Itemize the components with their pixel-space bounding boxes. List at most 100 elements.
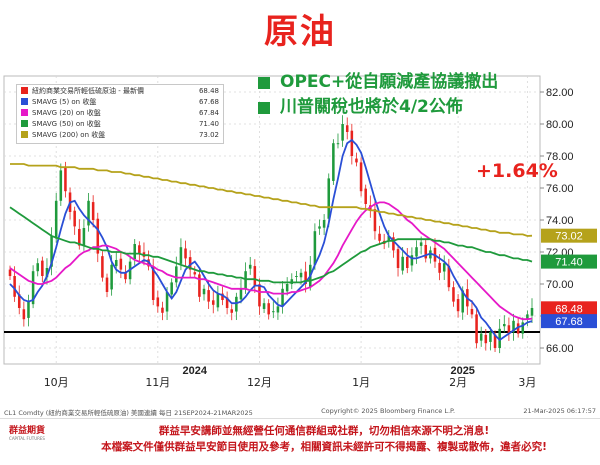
candle-body bbox=[322, 220, 326, 228]
candle-body bbox=[91, 202, 95, 220]
legend-swatch bbox=[21, 120, 28, 127]
candle-body bbox=[101, 256, 104, 278]
candle-body bbox=[170, 282, 173, 295]
legend-label: SMAVG (200) on 收盤 bbox=[32, 130, 106, 139]
candle-body bbox=[151, 266, 155, 300]
candle-body bbox=[31, 271, 35, 305]
candle-body bbox=[175, 266, 178, 283]
candle-body bbox=[461, 290, 464, 313]
candle-body bbox=[512, 320, 515, 333]
candle-body bbox=[295, 276, 298, 277]
candle-body bbox=[211, 300, 215, 305]
candle-body bbox=[373, 209, 377, 232]
legend-swatch bbox=[21, 98, 28, 105]
candle-body bbox=[96, 218, 100, 254]
candle-body bbox=[165, 292, 169, 312]
candle-body bbox=[50, 236, 53, 267]
year-label: 2024 bbox=[183, 365, 208, 377]
last-value-tag bbox=[541, 314, 597, 329]
legend-item: SMAVG (20) on 收盤 67.84 bbox=[17, 107, 223, 118]
legend-swatch bbox=[21, 131, 28, 138]
last-value-tag bbox=[541, 228, 597, 243]
candle-body bbox=[452, 287, 455, 302]
chart-legend: 紐約商業交易所輕低硫原油 - 最新價 68.48 SMAVG (5) on 收盤 6… bbox=[16, 84, 224, 144]
legend-label: SMAVG (5) on 收盤 bbox=[32, 97, 97, 106]
y-tick-label: 66.00 bbox=[546, 343, 574, 355]
candle-body bbox=[479, 333, 483, 341]
candle-body bbox=[239, 288, 243, 300]
legend-label: SMAVG (20) on 收盤 bbox=[32, 108, 101, 117]
candle-body bbox=[124, 272, 127, 280]
change-percent: +1.64% bbox=[476, 160, 558, 182]
legend-value: 67.84 bbox=[198, 108, 219, 117]
candle-body bbox=[521, 322, 525, 334]
candle-body bbox=[507, 325, 511, 334]
disclaimer-bar: 群益期貨 CAPITAL FUTURES 群益早安講師並無經營任何通信群組或社群… bbox=[0, 418, 600, 465]
candle-body bbox=[299, 272, 303, 278]
x-tick-label: 1月 bbox=[352, 376, 370, 389]
candle-body bbox=[262, 303, 266, 309]
candle-body bbox=[341, 124, 344, 141]
candle-body bbox=[276, 306, 280, 313]
candle-body bbox=[253, 266, 257, 286]
legend-item: SMAVG (5) on 收盤 67.68 bbox=[17, 96, 223, 107]
candle-body bbox=[327, 178, 331, 219]
last-value-label: 73.02 bbox=[555, 231, 583, 243]
legend-value: 67.68 bbox=[198, 97, 219, 106]
candle-body bbox=[59, 170, 63, 201]
candle-body bbox=[184, 248, 187, 259]
candle-body bbox=[17, 294, 21, 308]
candle-body bbox=[396, 249, 400, 268]
legend-item: SMAVG (200) on 收盤 73.02 bbox=[17, 129, 223, 140]
candle-body bbox=[332, 143, 335, 181]
candle-body bbox=[359, 162, 363, 192]
candle-body bbox=[27, 301, 30, 318]
chart-footer: CL1 Comdty (紐約商業交易所輕低硫原油) 美國連續 每日 21SEP2… bbox=[4, 407, 596, 417]
bullet-item: OPEC+從自願減產協議撤出 bbox=[258, 70, 498, 95]
candle-body bbox=[272, 311, 275, 313]
ma-line bbox=[9, 201, 533, 321]
candle-body bbox=[54, 200, 58, 239]
candle-body bbox=[470, 308, 474, 315]
candle-body bbox=[285, 284, 289, 292]
legend-label: SMAVG (50) on 收盤 bbox=[32, 119, 101, 128]
candle-body bbox=[105, 277, 109, 292]
candle-body bbox=[489, 332, 492, 342]
y-tick-label: 76.00 bbox=[546, 183, 574, 195]
ma-line bbox=[9, 206, 533, 284]
candle-body bbox=[350, 130, 354, 156]
legend-swatch bbox=[21, 87, 28, 94]
legend-label: 紐約商業交易所輕低硫原油 - 最新價 bbox=[32, 86, 144, 95]
candle-body bbox=[235, 296, 238, 312]
logo-subtext: CAPITAL FUTURES bbox=[9, 436, 45, 441]
ma-line bbox=[9, 138, 533, 342]
last-value-label: 71.40 bbox=[555, 257, 583, 269]
candle-body bbox=[73, 210, 76, 227]
candle-body bbox=[13, 276, 16, 297]
x-tick-label: 12月 bbox=[247, 376, 272, 389]
y-tick-label: 80.00 bbox=[546, 119, 574, 131]
candle-body bbox=[424, 244, 428, 259]
candle-body bbox=[364, 188, 367, 204]
bullet-item: 川普關稅也將於4/2公佈 bbox=[258, 95, 498, 120]
candle-body bbox=[87, 200, 90, 226]
candle-body bbox=[179, 247, 183, 264]
disclaimer-text: 群益早安講師並無經營任何通信群組或社群，切勿相信來源不明之消息! 本檔案文件僅供… bbox=[50, 423, 598, 455]
legend-item: 紐約商業交易所輕低硫原油 - 最新價 68.48 bbox=[17, 85, 223, 96]
last-value-label: 68.48 bbox=[555, 303, 583, 315]
y-tick-label: 78.00 bbox=[546, 151, 574, 163]
candle-body bbox=[378, 233, 381, 241]
candle-body bbox=[248, 264, 252, 269]
candle-body bbox=[207, 290, 210, 302]
candle-body bbox=[493, 334, 497, 348]
candle-body bbox=[114, 260, 118, 267]
candle-body bbox=[313, 231, 317, 265]
candle-body bbox=[45, 268, 49, 278]
candle-body bbox=[530, 308, 534, 316]
candle-body bbox=[447, 265, 451, 288]
legend-swatch bbox=[21, 109, 28, 116]
candle-body bbox=[475, 314, 478, 344]
candle-body bbox=[64, 167, 67, 192]
last-value-tag bbox=[541, 254, 597, 269]
candle-body bbox=[156, 297, 160, 307]
